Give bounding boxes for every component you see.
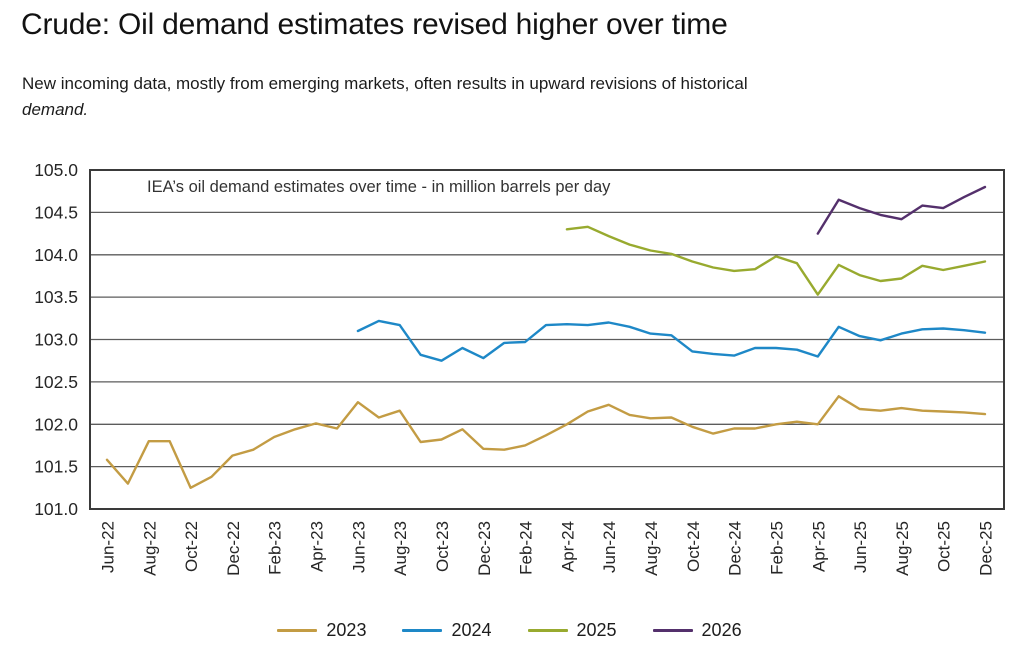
series-line-2023 bbox=[105, 395, 987, 489]
legend-line-swatch bbox=[277, 629, 318, 632]
series-line-2025 bbox=[565, 225, 987, 296]
x-axis-tick-label: Oct-22 bbox=[182, 521, 201, 572]
x-axis-tick-label: Apr-24 bbox=[558, 521, 577, 572]
plot-border bbox=[89, 169, 1005, 510]
legend-line-swatch bbox=[652, 629, 693, 632]
x-axis-tick-label: Dec-25 bbox=[977, 521, 996, 576]
legend-item-2025: 2025 bbox=[527, 620, 617, 641]
page-title: Crude: Oil demand estimates revised high… bbox=[21, 8, 728, 41]
y-axis-tick-label: 101.5 bbox=[34, 457, 78, 477]
page-subtitle: New incoming data, mostly from emerging … bbox=[22, 71, 952, 123]
subtitle-line-1: New incoming data, mostly from emerging … bbox=[22, 74, 748, 93]
x-axis-tick-label: Dec-22 bbox=[224, 521, 243, 576]
x-axis-tick-label: Oct-23 bbox=[433, 521, 452, 572]
y-axis-tick-label: 102.5 bbox=[34, 372, 78, 392]
series-line-2026 bbox=[816, 185, 987, 235]
legend-line-swatch bbox=[527, 629, 568, 632]
legend-item-2026: 2026 bbox=[652, 620, 742, 641]
chart-inner-title: IEA’s oil demand estimates over time - i… bbox=[147, 178, 611, 196]
legend-label: 2025 bbox=[576, 620, 617, 640]
series-line-2024 bbox=[356, 319, 987, 362]
legend-label: 2024 bbox=[451, 620, 492, 640]
y-axis-tick-label: 103.5 bbox=[34, 287, 78, 307]
x-axis-tick-label: Feb-25 bbox=[768, 521, 787, 575]
x-axis-tick-label: Aug-22 bbox=[140, 521, 159, 576]
x-axis-tick-label: Dec-23 bbox=[475, 521, 494, 576]
x-axis-tick-label: Apr-23 bbox=[308, 521, 327, 572]
y-axis-tick-label: 104.5 bbox=[34, 202, 78, 222]
x-axis-tick-label: Dec-24 bbox=[726, 521, 745, 576]
x-axis-tick-label: Feb-23 bbox=[266, 521, 285, 575]
legend-label: 2026 bbox=[701, 620, 742, 640]
x-axis-tick-label: Jun-24 bbox=[600, 521, 619, 573]
x-axis-tick-label: Jun-25 bbox=[851, 521, 870, 573]
y-axis-tick-label: 101.0 bbox=[34, 499, 78, 519]
legend-item-2023: 2023 bbox=[277, 620, 366, 641]
subtitle-line-2: demand. bbox=[22, 100, 89, 119]
x-axis-tick-label: Oct-25 bbox=[935, 521, 954, 572]
x-axis-tick-label: Oct-24 bbox=[684, 521, 703, 572]
y-axis-tick-label: 105.0 bbox=[34, 160, 78, 180]
y-axis-tick-label: 102.0 bbox=[34, 414, 78, 434]
x-axis-tick-label: Feb-24 bbox=[517, 521, 536, 575]
x-axis-tick-label: Aug-23 bbox=[391, 521, 410, 576]
x-axis-tick-label: Jun-23 bbox=[349, 521, 368, 573]
y-axis-tick-label: 104.0 bbox=[34, 245, 78, 265]
y-axis-tick-label: 103.0 bbox=[34, 330, 78, 350]
x-axis-tick-label: Aug-25 bbox=[893, 521, 912, 576]
x-axis-tick-label: Apr-25 bbox=[809, 521, 828, 572]
legend-item-2024: 2024 bbox=[402, 620, 492, 641]
x-axis-tick-label: Aug-24 bbox=[642, 521, 661, 576]
x-axis-tick-label: Jun-22 bbox=[99, 521, 118, 573]
legend-label: 2023 bbox=[326, 620, 367, 640]
legend-line-swatch bbox=[402, 629, 443, 632]
chart-legend: 2023 2024 2025 2026 bbox=[0, 620, 1019, 641]
